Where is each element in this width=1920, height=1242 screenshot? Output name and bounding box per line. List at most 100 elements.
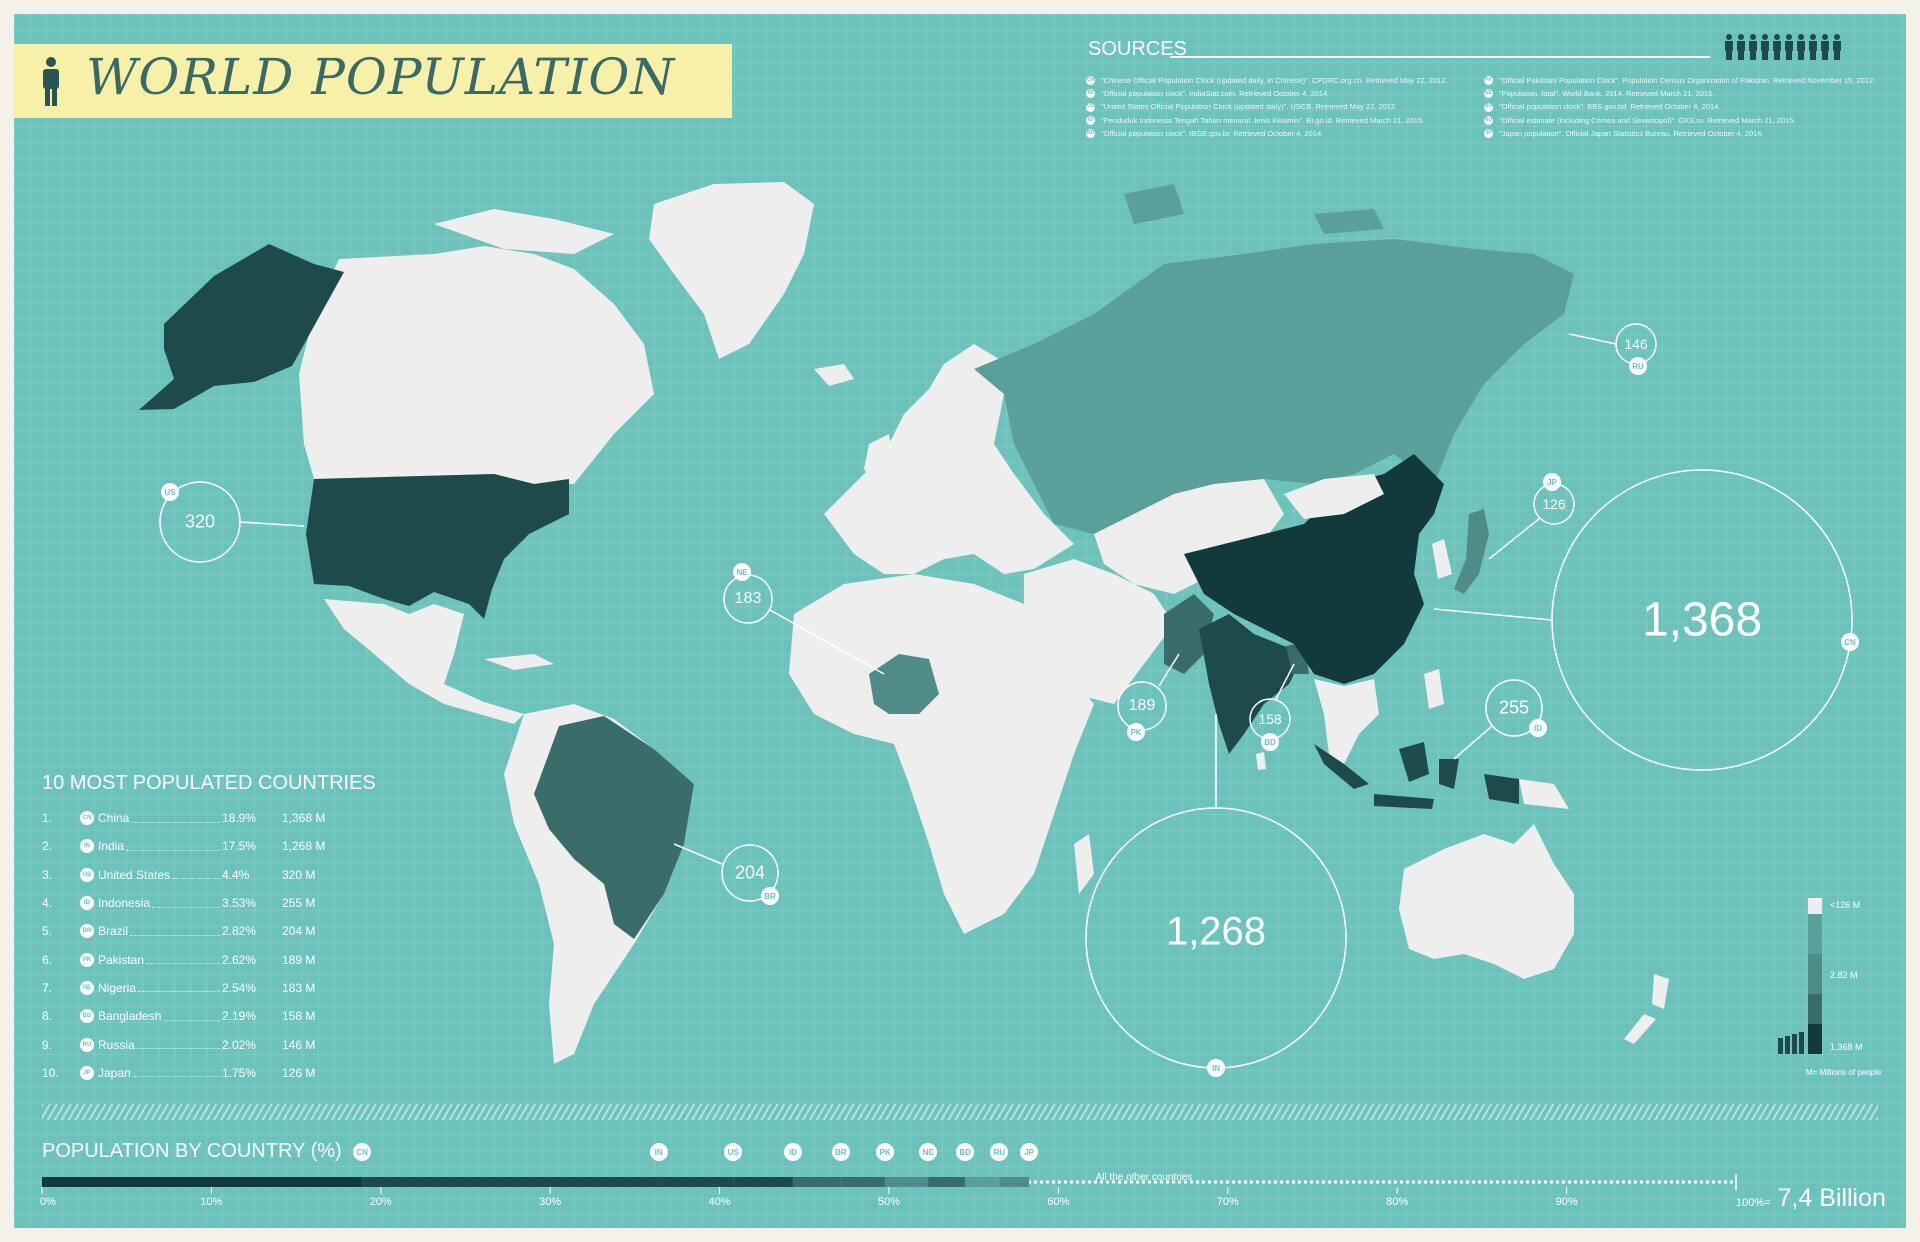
uk-shape (864, 434, 894, 484)
rank: 10. (42, 1065, 59, 1080)
arctic-islands-shape (434, 209, 614, 254)
callout-value-us: 320 (184, 511, 216, 532)
total-value: 7,4 Billion (1777, 1184, 1886, 1212)
hatched-divider (42, 1104, 1878, 1120)
title-banner: WORLD POPULATION (14, 44, 732, 118)
list-item: 5. BR Brazil 2.82% 204 M (42, 917, 342, 945)
bar-badge-ne: NE (919, 1143, 938, 1161)
source-item: JP "Japan population". Official Japan Sta… (1484, 127, 1875, 140)
canada-shape (299, 246, 654, 484)
source-text: "Penduduk Indonesia Tengah Tahun menurut… (1101, 115, 1425, 125)
source-badge: ID (1086, 115, 1095, 125)
dotted-leader (131, 814, 220, 823)
source-item: BR "Official population clock". IBGE.gov.… (1086, 127, 1447, 140)
country-badge: JP (80, 1065, 94, 1080)
callout-value-ne: 183 (734, 590, 762, 607)
usa-shape (306, 474, 569, 619)
callout-badge-in: IN (1207, 1059, 1225, 1077)
country-value: 255 M (282, 896, 316, 911)
source-text: "Japan population". Official Japan Stati… (1499, 128, 1764, 138)
leader-line-ne (769, 609, 885, 675)
rank: 2. (42, 839, 53, 854)
country-value: 320 M (282, 867, 316, 882)
country-badge: IN (80, 839, 94, 854)
leader-line-us (239, 521, 305, 527)
leader-line-jp (1488, 517, 1541, 560)
png-shape (1519, 779, 1569, 809)
russia-islands-shape (1124, 184, 1384, 234)
callout-badge-id: ID (1529, 719, 1547, 737)
bar-segment-br (792, 1177, 841, 1187)
country-value: 146 M (282, 1037, 316, 1052)
country-pct: 18.9% (222, 811, 257, 826)
population-bar-axis-ticks (41, 1187, 1568, 1194)
sri-lanka-shape (1256, 752, 1266, 770)
callout-value-id: 255 (1498, 697, 1530, 718)
axis-label: 30% (539, 1196, 562, 1208)
callout-value-ru: 146 (1624, 336, 1648, 352)
people-icon-row (1724, 34, 1848, 60)
bar-segment-cn (42, 1177, 363, 1187)
country-badge: BR (80, 924, 94, 939)
dotted-leader (138, 983, 220, 993)
source-badge: NE (1484, 89, 1493, 99)
source-text: "Official population clock". IBGE.gov.br… (1101, 128, 1324, 138)
leader-line-bd (1275, 663, 1295, 700)
callout-badge-br: BR (761, 887, 779, 905)
indonesia-shape (1314, 742, 1519, 809)
list-item: 8. BD Bangladesh 2.19% 158 M (42, 1002, 342, 1030)
legend-swatch-2 (1808, 914, 1822, 954)
source-item: IN "Official population clock". IndiaStat… (1086, 87, 1447, 100)
list-item: 10. JP Japan 1.75% 126 M (42, 1059, 342, 1087)
legend-scale (1778, 898, 1822, 1054)
bar-badge-ru: RU (990, 1143, 1009, 1161)
top10-list: 1. CN China 18.9% 1,368 M 2. IN India 17.5% 1,26… (42, 804, 342, 1087)
rank: 8. (42, 1009, 53, 1024)
bar-badge-cn: CN (353, 1143, 372, 1161)
cuba-shape (484, 654, 554, 670)
list-item: 4. ID Indonesia 3.53% 255 M (42, 889, 342, 917)
callout-value-pk: 189 (1128, 697, 1156, 714)
bar-segment-id (733, 1177, 793, 1187)
legend-note: M= Millions of people (1806, 1068, 1882, 1077)
dotted-leader (172, 870, 220, 880)
country-badge: CN (80, 811, 94, 826)
source-badge: BR (1086, 128, 1095, 138)
callout-badge-pk: PK (1127, 723, 1145, 741)
list-item: 6. PK Pakistan 2.62% 189 M (42, 945, 342, 973)
country-pct: 3.53% (222, 896, 257, 911)
source-item: PK "Official Pakistani Population Clock".… (1484, 74, 1875, 87)
country-pct: 1.75% (222, 1065, 257, 1080)
page-title: WORLD POPULATION (86, 48, 676, 106)
bar-badge-in: IN (649, 1143, 668, 1161)
korea-shape (1432, 539, 1452, 579)
bar-badge-bd: BD (956, 1143, 975, 1161)
list-item: 2. IN India 17.5% 1,268 M (42, 832, 342, 860)
dotted-leader (146, 955, 220, 965)
source-badge: BD (1484, 102, 1493, 112)
source-text: "United States Official Population Clock… (1101, 102, 1398, 112)
dotted-leader (126, 842, 220, 851)
callout-value-br: 204 (734, 862, 766, 883)
source-text: "Official estimate (including Crimea and… (1499, 115, 1796, 125)
dotted-leader (152, 899, 220, 908)
bar-badge-us: US (724, 1143, 743, 1161)
callout-badge-bd: BD (1261, 733, 1279, 751)
country-name: China (98, 811, 130, 826)
source-badge: US (1086, 102, 1095, 112)
country-name: Bangladesh (98, 1009, 162, 1024)
dotted-leader (132, 1068, 220, 1078)
country-value: 189 M (282, 952, 316, 967)
leader-line-cn (1433, 608, 1553, 621)
callout-circle-br (721, 844, 779, 902)
bar-badge-br: BR (831, 1143, 850, 1161)
rank: 6. (42, 952, 53, 967)
europe-shape (824, 369, 1074, 574)
scandinavia-shape (914, 344, 999, 434)
sources-title: SOURCES (1088, 38, 1187, 60)
source-text: "Official population clock". IndiaStat.c… (1101, 89, 1330, 99)
country-pct: 2.82% (222, 924, 257, 939)
russia-shape (974, 239, 1574, 534)
rank: 4. (42, 896, 53, 911)
source-text: "Official population clock". BBS.gov.bd.… (1499, 102, 1721, 112)
